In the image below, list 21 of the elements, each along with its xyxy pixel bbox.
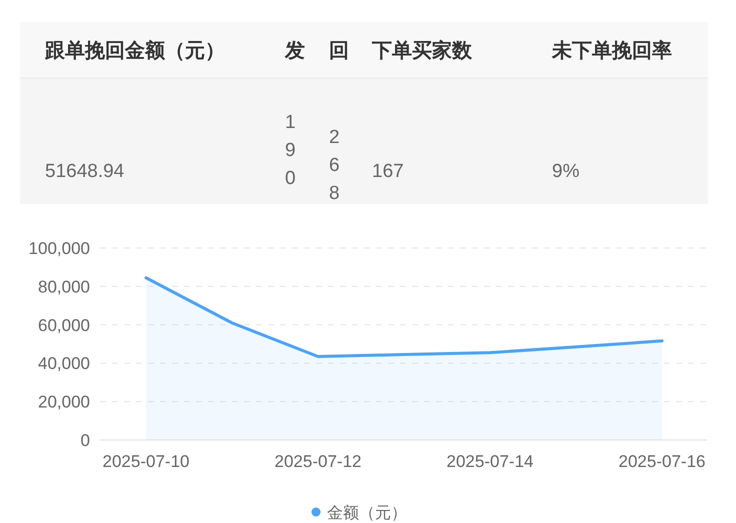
- x-tick-label: 2025-07-10: [102, 452, 190, 471]
- text: 268: [329, 127, 340, 204]
- text: 167: [372, 161, 404, 182]
- legend-label: 金额（元）: [327, 504, 407, 522]
- x-tick-label: 2025-07-16: [618, 452, 706, 471]
- category-label: 回: [329, 40, 349, 62]
- y-tick-label: 100,000: [28, 239, 90, 258]
- category-label: 跟单挽回金额（元）: [44, 39, 225, 62]
- y-tick-label: 20,000: [38, 392, 90, 412]
- text: 190: [285, 112, 296, 189]
- y-tick-label: 0: [80, 431, 90, 450]
- x-tick-label: 2025-07-12: [274, 452, 362, 471]
- text: 9%: [552, 161, 580, 182]
- category-label: 下单买家数: [371, 39, 473, 62]
- category-label: 未下单挽回率: [551, 39, 672, 62]
- y-tick-label: 40,000: [38, 354, 90, 374]
- x-tick-label: 2025-07-14: [446, 452, 534, 471]
- y-tick-label: 80,000: [38, 277, 90, 296]
- y-tick-label: 60,000: [38, 316, 90, 335]
- text: 51648.94: [45, 161, 125, 182]
- category-label: 发: [284, 40, 305, 62]
